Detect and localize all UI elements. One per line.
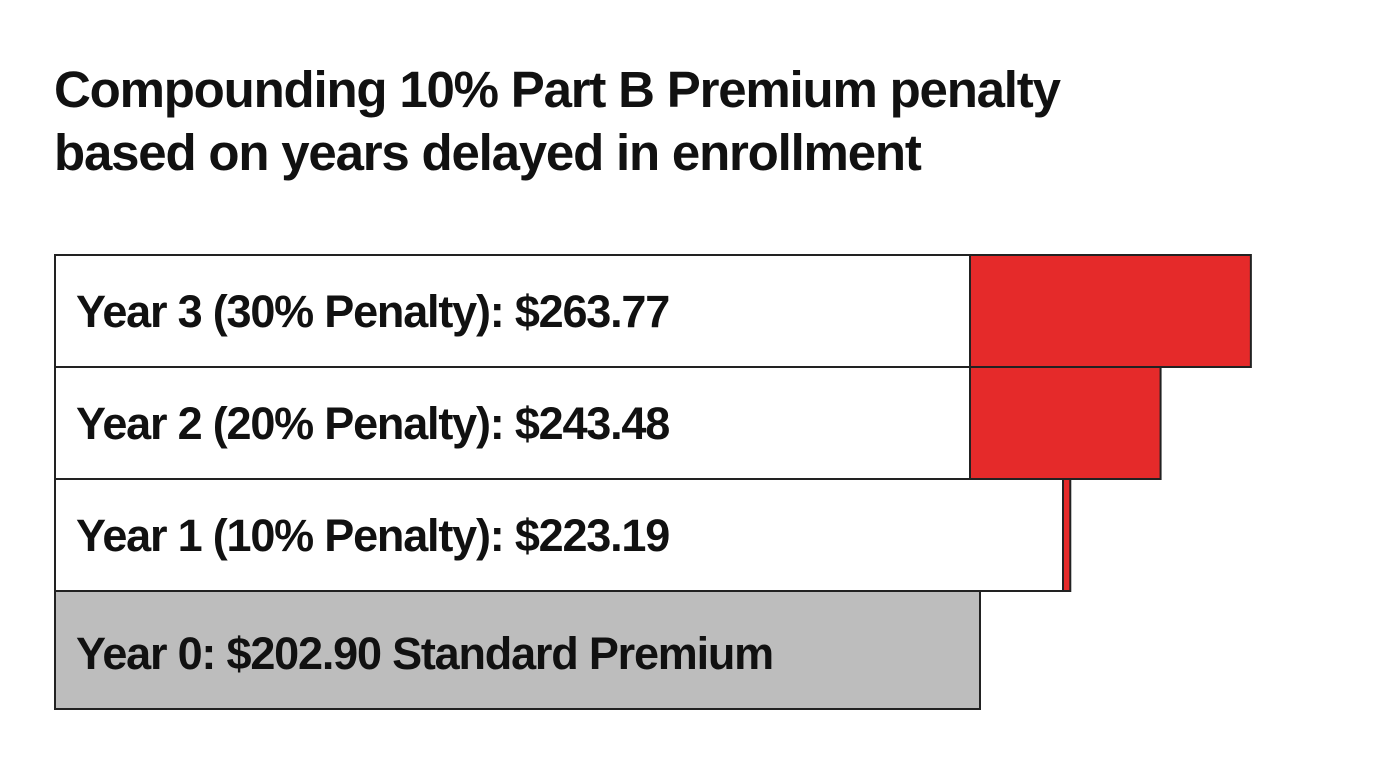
row-year-0	[54, 590, 981, 710]
penalty-bar-year-3	[969, 254, 1252, 368]
penalty-bar-year-1	[1062, 478, 1072, 592]
chart-title: Compounding 10% Part B Premium penalty b…	[54, 58, 1254, 184]
bar-label-year-3: Year 3 (30% Penalty): $263.77	[76, 286, 669, 337]
chart-title-line-2: based on years delayed in enrollment	[54, 124, 922, 181]
bar-label-year-0: Year 0: $202.90 Standard Premium	[76, 628, 773, 679]
chart-title-line-1: Compounding 10% Part B Premium penalty	[54, 61, 1061, 118]
penalty-bar-year-2	[969, 366, 1162, 480]
row-year-1	[54, 478, 1064, 592]
bar-label-year-2: Year 2 (20% Penalty): $243.48	[76, 398, 669, 449]
bar-label-year-1: Year 1 (10% Penalty): $223.19	[76, 510, 669, 561]
